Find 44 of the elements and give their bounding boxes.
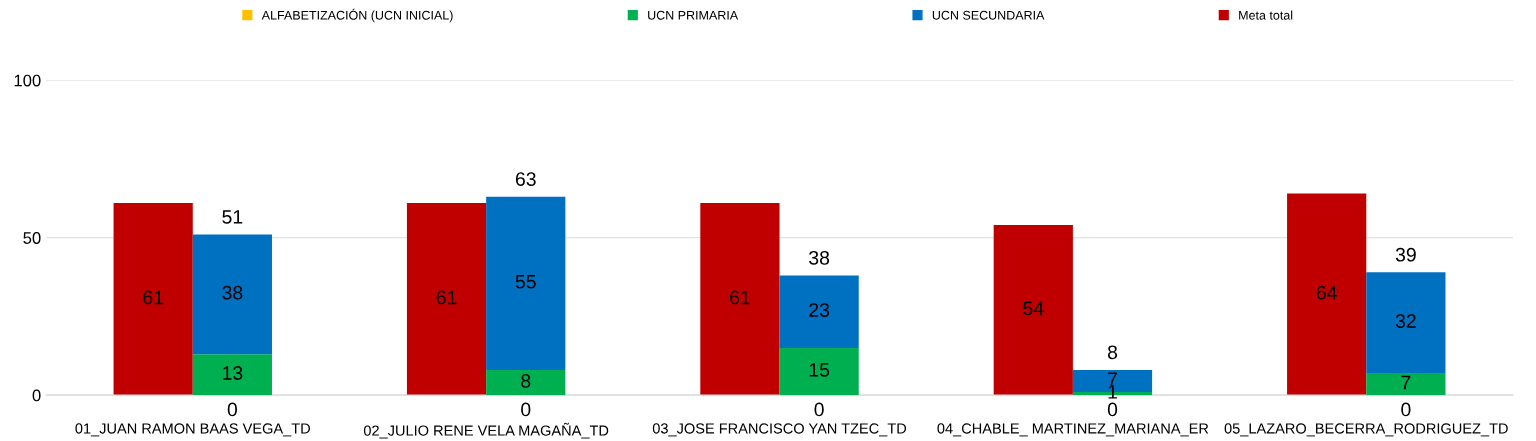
data-label: 32: [1395, 314, 1416, 328]
data-label: 61: [730, 290, 750, 305]
data-label: 8: [521, 373, 531, 388]
total-label: 8: [1107, 345, 1118, 360]
bar: [1287, 193, 1367, 396]
bar: [486, 369, 566, 396]
y-tick-label: 100: [14, 74, 41, 87]
data-label: 54: [1023, 301, 1044, 316]
bar: [700, 203, 780, 396]
total-label: 51: [222, 210, 243, 224]
data-label: 15: [809, 363, 830, 377]
data-label: 61: [436, 290, 457, 305]
data-label: 1: [1108, 385, 1117, 399]
legend-label: UCN SECUNDARIA: [932, 10, 1045, 20]
data-label: 13: [223, 366, 243, 380]
x-tick-label: 04_CHABLE_ MARTINEZ_MARIANA_ER: [937, 423, 1209, 437]
bar: [993, 225, 1073, 396]
x-tick-label: 03_JOSE FRANCISCO YAN TZEC_TD: [652, 423, 907, 437]
x-tick-label: 02_JULIO RENE VELA MAGAÑA_TD: [363, 422, 609, 439]
y-tick-label: 0: [32, 389, 41, 402]
legend-label: Meta total: [1239, 10, 1293, 20]
total-label: 38: [809, 250, 830, 265]
bar: [192, 354, 272, 396]
data-label: 23: [809, 303, 830, 317]
data-label: 38: [222, 285, 243, 300]
data-label: 7: [1108, 372, 1117, 386]
x-tick-label: 01_JUAN RAMON BAAS VEGA_TD: [75, 423, 310, 437]
y-tick-label: 50: [23, 232, 41, 244]
annotation: 0: [227, 402, 238, 417]
annotation: 0: [521, 402, 531, 417]
data-label: 55: [515, 275, 536, 289]
data-label: 7: [1401, 375, 1411, 390]
bar: [1366, 373, 1446, 396]
total-label: 63: [515, 172, 536, 186]
annotation: 0: [814, 402, 824, 417]
x-tick-label: 05_LAZARO_BECERRA_RODRIGUEZ_TD: [1224, 423, 1508, 437]
data-label: 64: [1316, 285, 1337, 300]
legend-label: UCN PRIMARIA: [648, 10, 739, 20]
total-label: 39: [1395, 247, 1416, 262]
bar: [779, 347, 859, 396]
legend-label: ALFABETIZACIÓN (UCN INICIAL): [261, 8, 453, 23]
annotation: 0: [1401, 402, 1411, 417]
data-label: 61: [143, 290, 164, 305]
annotation: 0: [1107, 402, 1118, 417]
